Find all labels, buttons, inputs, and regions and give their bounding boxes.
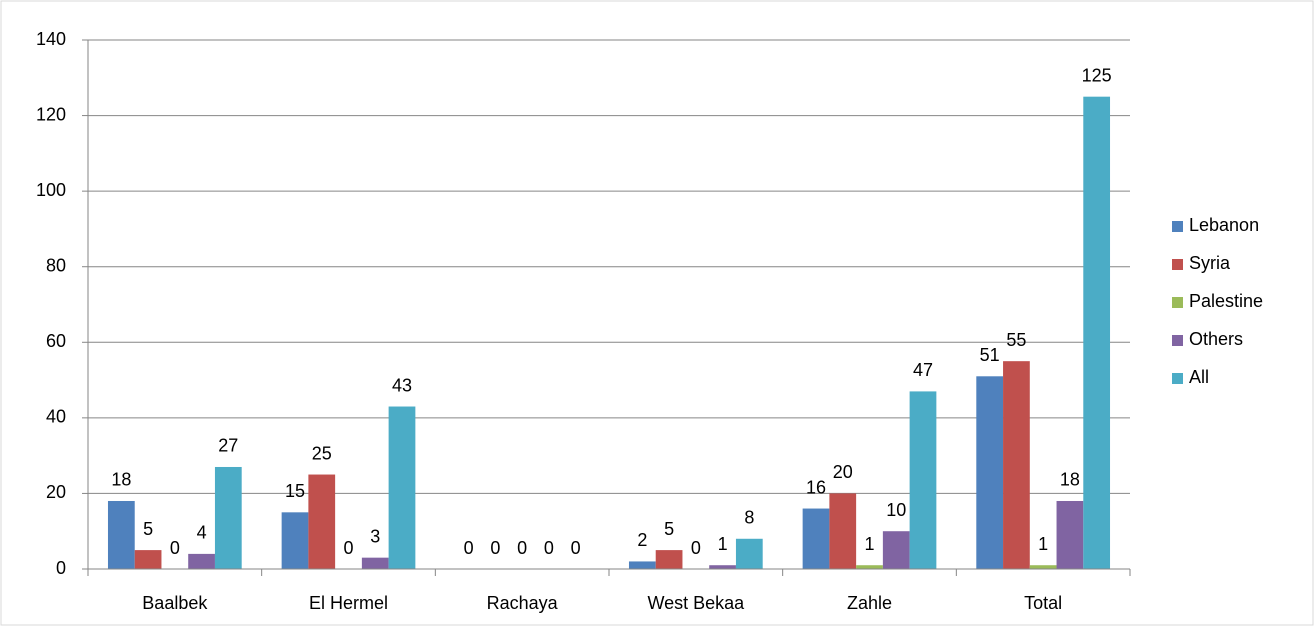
- legend-swatch: [1172, 335, 1183, 346]
- data-label: 3: [370, 526, 380, 546]
- data-label: 2: [637, 530, 647, 550]
- x-tick-label: Zahle: [847, 593, 892, 613]
- x-tick-label: Total: [1024, 593, 1062, 613]
- bar: [214, 466, 242, 569]
- bar: [107, 500, 135, 569]
- data-label: 47: [913, 360, 933, 380]
- data-label: 18: [1060, 470, 1080, 490]
- x-tick-label: El Hermel: [309, 593, 388, 613]
- y-tick-label: 120: [36, 104, 66, 124]
- bar: [308, 474, 336, 569]
- y-tick-label: 60: [46, 331, 66, 351]
- data-label: 0: [571, 538, 581, 558]
- data-label: 4: [197, 523, 207, 543]
- data-label: 5: [143, 519, 153, 539]
- data-label: 1: [718, 534, 728, 554]
- bar: [388, 406, 416, 569]
- y-tick-label: 100: [36, 180, 66, 200]
- legend-swatch: [1172, 373, 1183, 384]
- data-label: 1: [864, 534, 874, 554]
- x-tick-label: Baalbek: [142, 593, 208, 613]
- data-label: 0: [464, 538, 474, 558]
- data-label: 20: [833, 462, 853, 482]
- bar: [628, 561, 656, 569]
- data-label: 8: [744, 508, 754, 528]
- bar: [1029, 565, 1057, 569]
- bar: [882, 531, 910, 569]
- data-label: 0: [490, 538, 500, 558]
- legend-swatch: [1172, 297, 1183, 308]
- legend-label: Lebanon: [1189, 215, 1259, 235]
- bar: [361, 557, 389, 569]
- data-label: 125: [1082, 65, 1112, 85]
- bar: [976, 376, 1004, 569]
- data-label: 18: [111, 470, 131, 490]
- data-label: 16: [806, 477, 826, 497]
- legend-label: Palestine: [1189, 291, 1263, 311]
- bar: [829, 493, 857, 569]
- bar: [1083, 96, 1111, 569]
- legend-swatch: [1172, 259, 1183, 270]
- x-tick-label: West Bekaa: [647, 593, 745, 613]
- data-label: 0: [544, 538, 554, 558]
- bar: [735, 538, 763, 569]
- bar: [802, 508, 830, 569]
- data-label: 15: [285, 481, 305, 501]
- x-tick-label: Rachaya: [487, 593, 559, 613]
- data-label: 0: [170, 538, 180, 558]
- data-label: 25: [312, 443, 332, 463]
- bar: [1056, 500, 1084, 569]
- bar: [909, 391, 937, 569]
- data-label: 51: [980, 345, 1000, 365]
- bar: [709, 565, 736, 569]
- y-tick-label: 80: [46, 255, 66, 275]
- y-tick-label: 40: [46, 407, 66, 427]
- bar: [134, 550, 162, 569]
- legend-label: Others: [1189, 329, 1243, 349]
- bar: [856, 565, 883, 569]
- y-tick-label: 0: [56, 558, 66, 578]
- data-label: 27: [218, 436, 238, 456]
- y-tick-label: 140: [36, 29, 66, 49]
- bar: [281, 512, 309, 569]
- data-label: 10: [886, 500, 906, 520]
- data-label: 0: [343, 538, 353, 558]
- data-label: 55: [1006, 330, 1026, 350]
- legend-swatch: [1172, 221, 1183, 232]
- data-label: 43: [392, 375, 412, 395]
- legend-label: All: [1189, 367, 1209, 387]
- y-tick-label: 20: [46, 482, 66, 502]
- data-label: 0: [691, 538, 701, 558]
- bar: [188, 553, 215, 569]
- bar: [655, 550, 683, 569]
- data-label: 5: [664, 519, 674, 539]
- data-label: 1: [1038, 534, 1048, 554]
- legend-label: Syria: [1189, 253, 1231, 273]
- data-label: 0: [517, 538, 527, 558]
- bar: [1003, 361, 1030, 569]
